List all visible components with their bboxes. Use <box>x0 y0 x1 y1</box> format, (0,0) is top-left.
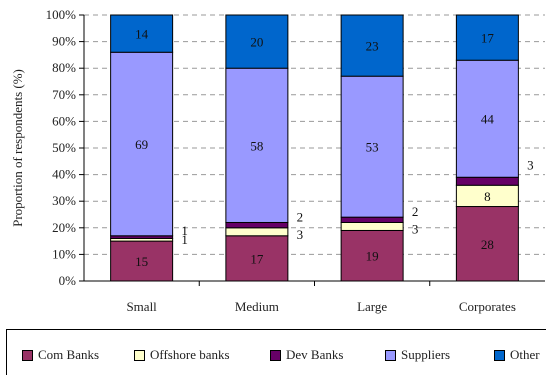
bar-segment-com-banks <box>455 206 519 282</box>
data-label: 28 <box>481 237 494 252</box>
category-label: Small <box>126 299 157 314</box>
stacked-bar-chart: Proportion of respondents (%) 0% 10% 20% 30… <box>10 7 545 314</box>
bar-segment-suppliers <box>110 51 174 237</box>
legend-item-other: Other <box>494 347 540 363</box>
legend-swatch <box>385 349 396 361</box>
bar-segment-other <box>340 14 404 77</box>
data-label-outside: 1 <box>181 232 188 247</box>
bar-segment-suppliers <box>455 59 519 178</box>
bar-segment-dev-banks <box>455 176 519 186</box>
category-label: Medium <box>235 299 279 314</box>
y-tick-label: 50% <box>52 140 76 155</box>
data-label: 44 <box>481 112 495 127</box>
bar-segment-com-banks <box>225 235 289 282</box>
y-tick-label: 0% <box>59 273 77 288</box>
data-label: 17 <box>250 251 264 266</box>
bar-segment-dev-banks <box>340 216 404 223</box>
legend-swatch <box>134 349 145 361</box>
legend-swatch <box>494 349 505 361</box>
data-label: 23 <box>366 39 379 54</box>
category-label: Corporates <box>459 299 516 314</box>
y-tick-label: 80% <box>52 60 76 75</box>
y-tick-label: 40% <box>52 167 76 182</box>
legend-swatch <box>22 349 33 361</box>
bar-segment-other <box>110 14 174 53</box>
data-label: 19 <box>366 249 379 264</box>
bar-segment-offshore-banks <box>225 227 289 237</box>
bar-segment-com-banks <box>110 240 174 282</box>
legend: Com Banks Offshore banks Dev Banks Supplier… <box>6 329 546 375</box>
y-tick-label: 20% <box>52 220 76 235</box>
bar-segment-other <box>225 14 289 69</box>
bar-segment-dev-banks <box>225 221 289 229</box>
legend-label: Dev Banks <box>286 347 344 362</box>
legend-swatch <box>270 349 281 361</box>
category-label: Large <box>357 299 387 314</box>
data-label-outside: 2 <box>412 204 419 219</box>
data-label: 58 <box>250 138 263 153</box>
legend-item-dev-banks: Dev Banks <box>270 347 343 363</box>
y-tick-label: 90% <box>52 34 76 49</box>
data-label-outside: 3 <box>412 221 419 236</box>
legend-label: Suppliers <box>401 347 451 362</box>
data-label: 20 <box>250 35 263 50</box>
data-label-outside: 3 <box>527 157 534 172</box>
bar-segment-other <box>455 14 519 61</box>
y-tick-label: 60% <box>52 113 76 128</box>
data-label: 53 <box>366 140 379 155</box>
data-label: 17 <box>481 31 495 46</box>
data-label: 69 <box>135 137 148 152</box>
legend-label: Offshore banks <box>150 347 230 362</box>
data-label: 14 <box>135 27 149 42</box>
data-label-outside: 2 <box>297 209 304 224</box>
legend-item-suppliers: Suppliers <box>385 347 450 363</box>
bar-segment-suppliers <box>225 67 289 223</box>
data-label-outside: 3 <box>297 227 304 242</box>
data-label-outside: 1 <box>181 223 188 238</box>
y-tick-label: 10% <box>52 246 76 261</box>
y-tick-label: 30% <box>52 193 76 208</box>
y-tick-label: 70% <box>52 87 76 102</box>
data-label: 8 <box>484 189 491 204</box>
y-tick-label: 100% <box>46 7 77 22</box>
data-label: 15 <box>135 254 148 269</box>
legend-item-com-banks: Com Banks <box>22 347 99 363</box>
legend-label: Com Banks <box>38 347 100 362</box>
y-axis-label: Proportion of respondents (%) <box>10 69 25 227</box>
legend-item-offshore-banks: Offshore banks <box>134 347 230 363</box>
bar-segment-offshore-banks <box>340 221 404 231</box>
legend-label: Other <box>510 347 540 362</box>
